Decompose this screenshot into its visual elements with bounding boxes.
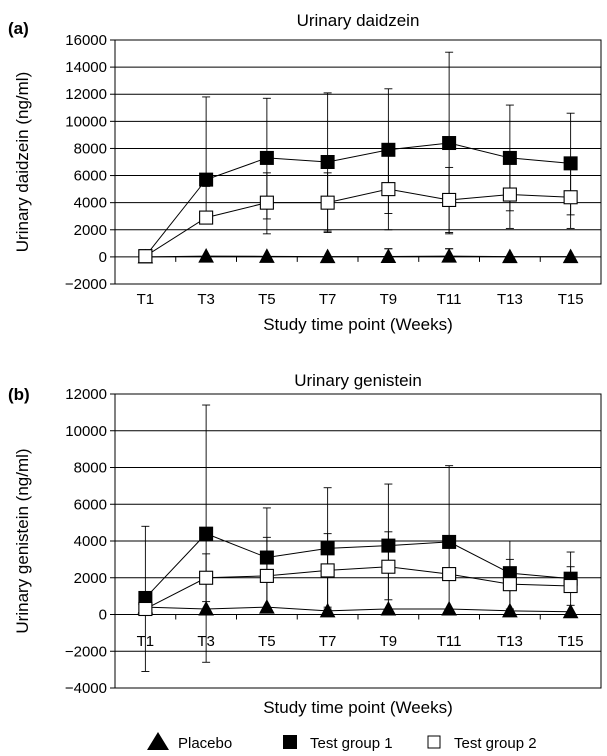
series-line bbox=[145, 606, 571, 613]
plot-area bbox=[114, 39, 602, 285]
x-tick-label: T7 bbox=[319, 633, 337, 650]
y-tick-label: 16000 bbox=[65, 32, 107, 49]
data-point bbox=[563, 190, 578, 205]
y-tick-label: 8000 bbox=[74, 140, 107, 157]
y-tick-label: 2000 bbox=[74, 570, 107, 587]
y-tick-label: −2000 bbox=[65, 276, 107, 293]
data-point bbox=[259, 568, 274, 583]
y-tick-label: 14000 bbox=[65, 59, 107, 76]
x-tick-label: T5 bbox=[258, 291, 276, 308]
data-point bbox=[319, 602, 336, 618]
data-point bbox=[381, 559, 396, 574]
panel-label: (a) bbox=[8, 19, 29, 38]
x-tick-label: T5 bbox=[258, 633, 276, 650]
y-tick-label: 0 bbox=[99, 249, 107, 266]
chart-title: Urinary genistein bbox=[294, 371, 422, 390]
data-point bbox=[442, 567, 457, 582]
chart-panel-b: (b) Urinary genistein −4000 −2000 0 2000 4000 6… bbox=[8, 371, 602, 717]
y-tick-label: 6000 bbox=[74, 496, 107, 513]
data-point bbox=[502, 150, 517, 165]
data-point bbox=[502, 187, 517, 202]
y-tick-label: 0 bbox=[99, 607, 107, 624]
series-line bbox=[145, 255, 571, 258]
series-filled-square bbox=[138, 404, 578, 672]
data-point bbox=[442, 192, 457, 208]
legend: Placebo Test group 1 Test group 2 bbox=[147, 732, 537, 752]
data-point bbox=[138, 601, 153, 617]
x-tick-label: T11 bbox=[437, 291, 462, 308]
x-tick-label: T13 bbox=[497, 633, 523, 650]
legend-label: Test group 1 bbox=[310, 735, 393, 752]
data-point bbox=[259, 150, 274, 165]
y-tick-label: 2000 bbox=[74, 222, 107, 239]
y-tick-label: 4000 bbox=[74, 533, 107, 550]
y-tick-label: 12000 bbox=[65, 386, 107, 403]
data-point bbox=[320, 195, 335, 210]
data-point bbox=[381, 182, 396, 197]
y-axis-label: Urinary genistein (ng/ml) bbox=[13, 448, 32, 633]
x-tick-label: T9 bbox=[380, 291, 398, 308]
y-tick-label: 6000 bbox=[74, 168, 107, 185]
data-point bbox=[319, 248, 336, 264]
chart-panel-a: (a) Urinary daidzein −2000 0 2000 4000 6000 800… bbox=[8, 11, 602, 334]
data-point bbox=[259, 195, 274, 210]
legend-label: Placebo bbox=[178, 735, 232, 752]
series-line bbox=[145, 533, 571, 599]
x-tick-label: T3 bbox=[197, 291, 215, 308]
x-tick-label: T15 bbox=[558, 291, 584, 308]
panel-label: (b) bbox=[8, 385, 30, 404]
data-point bbox=[442, 136, 457, 151]
data-point bbox=[502, 248, 518, 264]
series-open-square bbox=[138, 531, 578, 617]
y-tick-label: 10000 bbox=[65, 113, 107, 130]
series-line bbox=[145, 188, 571, 257]
series-line bbox=[145, 566, 571, 610]
data-point bbox=[320, 563, 335, 578]
x-tick-label: T9 bbox=[380, 633, 398, 650]
data-point bbox=[199, 172, 214, 187]
data-point bbox=[198, 248, 214, 263]
data-point bbox=[199, 210, 214, 225]
data-point bbox=[502, 602, 518, 618]
y-axis-label: Urinary daidzein (ng/ml) bbox=[13, 72, 32, 252]
data-point bbox=[562, 603, 579, 619]
data-point bbox=[562, 248, 579, 264]
x-tick-label: T15 bbox=[558, 633, 584, 650]
x-tick-label: T13 bbox=[497, 291, 523, 308]
data-point bbox=[199, 570, 214, 585]
y-tick-label: 10000 bbox=[65, 423, 107, 440]
legend-marker-open-square bbox=[427, 735, 441, 749]
data-point bbox=[320, 155, 335, 169]
data-point bbox=[199, 526, 214, 541]
y-tick-label: 4000 bbox=[74, 195, 107, 212]
legend-marker-filled-square bbox=[283, 735, 297, 749]
data-point bbox=[441, 248, 457, 263]
y-tick-label: 8000 bbox=[74, 460, 107, 477]
x-tick-label: T11 bbox=[437, 633, 462, 650]
y-tick-label: −4000 bbox=[65, 680, 107, 697]
legend-marker-triangle bbox=[147, 732, 169, 750]
series-line bbox=[144, 142, 571, 257]
series-open-square bbox=[138, 146, 578, 264]
x-tick-label: T7 bbox=[319, 291, 337, 308]
x-axis-label: Study time point (Weeks) bbox=[263, 315, 453, 334]
legend-label: Test group 2 bbox=[454, 735, 537, 752]
x-axis-label: Study time point (Weeks) bbox=[263, 698, 453, 717]
x-tick-label: T1 bbox=[137, 291, 155, 308]
y-tick-label: 12000 bbox=[65, 86, 107, 103]
data-point bbox=[380, 248, 397, 263]
data-point bbox=[502, 577, 517, 592]
data-point bbox=[259, 248, 275, 263]
data-point bbox=[138, 249, 153, 264]
chart-title: Urinary daidzein bbox=[297, 11, 420, 30]
y-tick-label: −2000 bbox=[65, 643, 107, 660]
data-point bbox=[563, 578, 578, 594]
